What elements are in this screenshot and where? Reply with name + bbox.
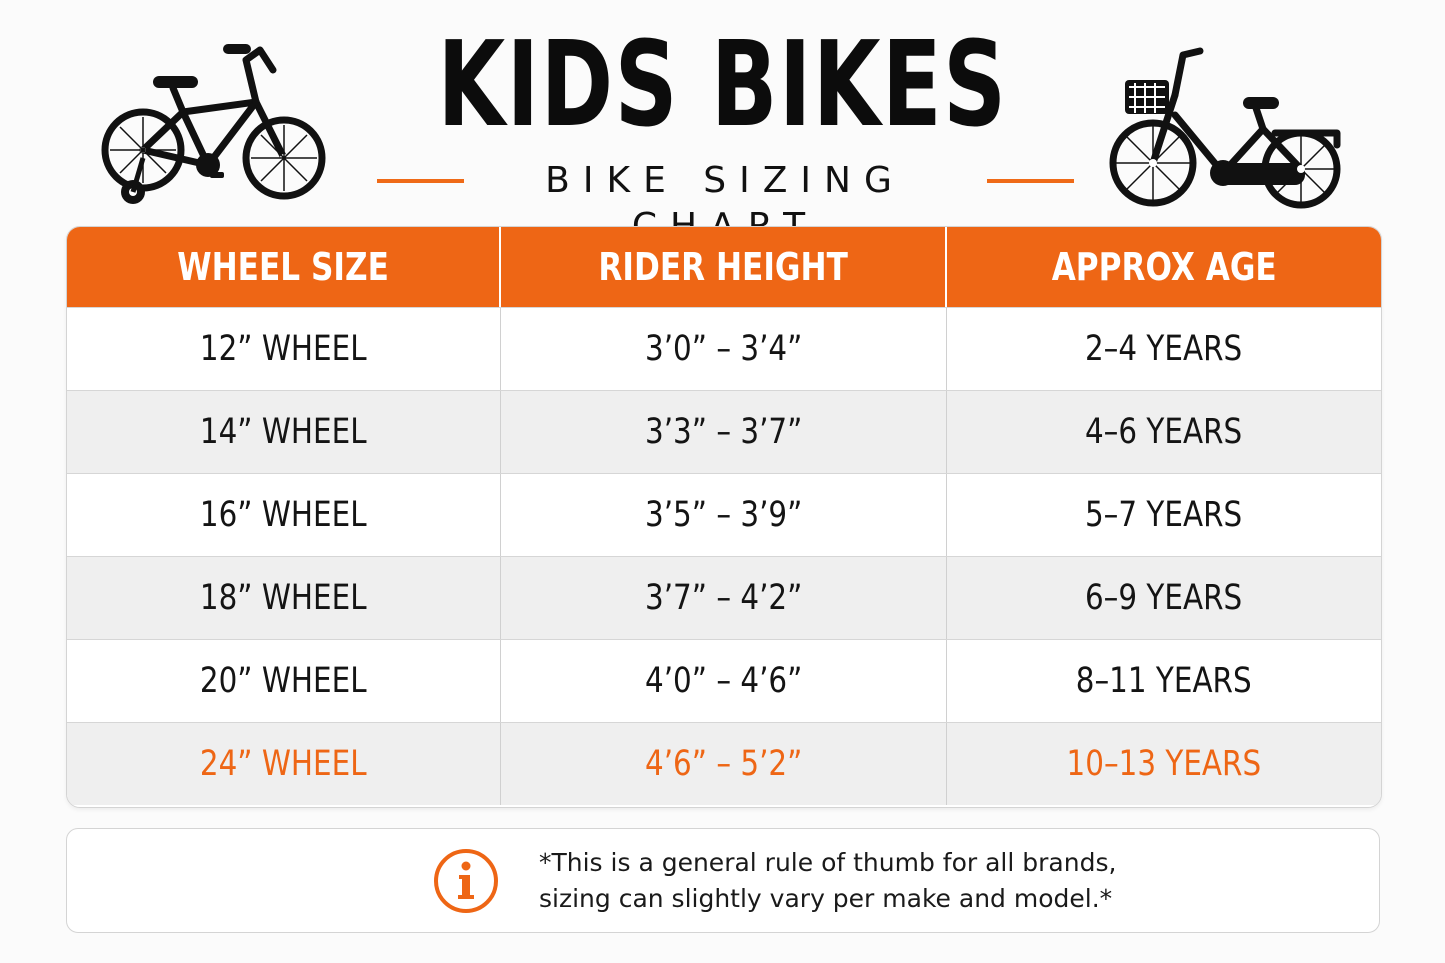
cell-wheel-size: 18” WHEEL [67, 557, 501, 639]
header-approx-age: APPROX AGE [1051, 245, 1277, 289]
cell-rider-height: 4’6” – 5’2” [501, 723, 947, 805]
table-row-highlighted: 24” WHEEL 4’6” – 5’2” 10–13 YEARS [67, 722, 1381, 805]
cell-approx-age: 4–6 YEARS [1085, 412, 1243, 452]
sizing-table: WHEEL SIZE RIDER HEIGHT APPROX AGE 12” W… [66, 226, 1382, 808]
cell-approx-age: 2–4 YEARS [1085, 329, 1243, 369]
header-rider-height: RIDER HEIGHT [501, 227, 947, 307]
table-row: 16” WHEEL 3’5” – 3’9” 5–7 YEARS [67, 473, 1381, 556]
subtitle-row: BIKE SIZING CHART [0, 158, 1445, 247]
cell-rider-height: 3’5” – 3’9” [501, 474, 947, 556]
subtitle-rule-right [987, 179, 1074, 183]
cell-rider-height: 3’7” – 4’2” [501, 557, 947, 639]
table-header: WHEEL SIZE RIDER HEIGHT APPROX AGE [67, 227, 1381, 307]
cell-wheel-size: 24” WHEEL [67, 723, 501, 805]
bike-with-training-wheels-icon [101, 44, 326, 204]
cell-approx-age: 8–11 YEARS [1076, 661, 1252, 701]
disclaimer-line-2: sizing can slightly vary per make and mo… [539, 884, 1113, 913]
subtitle-rule-left [377, 179, 464, 183]
page-title: KIDS BIKES [437, 15, 1008, 153]
cell-approx-age: 6–9 YEARS [1085, 578, 1243, 618]
bike-with-basket-icon [1109, 47, 1341, 209]
cell-rider-height: 3’0” – 3’4” [501, 308, 947, 390]
table-row: 18” WHEEL 3’7” – 4’2” 6–9 YEARS [67, 556, 1381, 639]
header-wheel-size: WHEEL SIZE [67, 227, 501, 307]
cell-wheel-size: 20” WHEEL [67, 640, 501, 722]
cell-rider-height: 3’3” – 3’7” [501, 391, 947, 473]
table-row: 20” WHEEL 4’0” – 4’6” 8–11 YEARS [67, 639, 1381, 722]
cell-rider-height: 4’0” – 4’6” [501, 640, 947, 722]
disclaimer-note: *This is a general rule of thumb for all… [66, 828, 1380, 933]
table-row: 14” WHEEL 3’3” – 3’7” 4–6 YEARS [67, 390, 1381, 473]
disclaimer-line-1: *This is a general rule of thumb for all… [539, 848, 1117, 877]
cell-wheel-size: 16” WHEEL [67, 474, 501, 556]
info-icon [434, 849, 498, 913]
cell-approx-age: 5–7 YEARS [1085, 495, 1243, 535]
disclaimer-text: *This is a general rule of thumb for all… [539, 845, 1239, 917]
table-row: 12” WHEEL 3’0” – 3’4” 2–4 YEARS [67, 307, 1381, 390]
cell-wheel-size: 14” WHEEL [67, 391, 501, 473]
cell-wheel-size: 12” WHEEL [67, 308, 501, 390]
cell-approx-age: 10–13 YEARS [1066, 744, 1262, 784]
